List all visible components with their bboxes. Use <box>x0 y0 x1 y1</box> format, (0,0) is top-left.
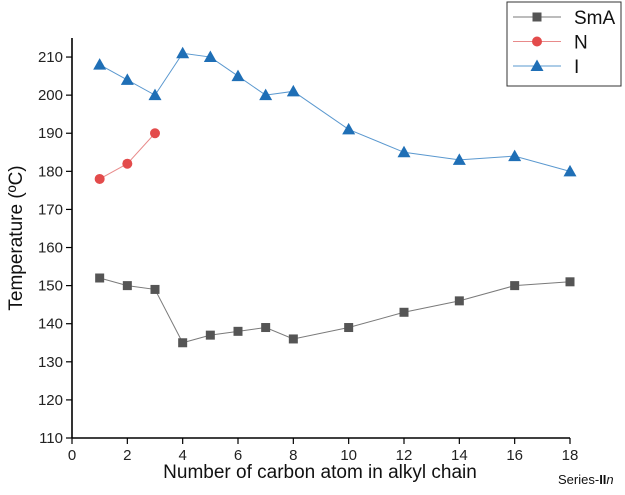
data-point <box>178 338 188 348</box>
data-point <box>454 296 464 306</box>
data-point <box>508 149 522 162</box>
y-tick-label: 180 <box>38 163 63 180</box>
y-tick-label: 140 <box>38 316 63 333</box>
legend-label: I <box>574 57 579 78</box>
legend: SmA NI <box>506 1 622 87</box>
x-tick-label: 8 <box>289 447 297 464</box>
series-annotation-bold: II <box>599 472 606 487</box>
data-point <box>93 58 107 70</box>
x-tick-label: 14 <box>451 447 468 464</box>
legend-marker <box>532 36 542 47</box>
series-i <box>93 46 577 177</box>
data-point <box>150 284 160 294</box>
y-tick-label: 150 <box>38 278 63 295</box>
x-tick-label: 2 <box>123 447 131 464</box>
legend-box <box>506 1 622 87</box>
x-tick-label: 0 <box>68 447 76 464</box>
y-tick-label: 120 <box>38 392 63 409</box>
series-annotation: Series-IIn <box>558 472 614 487</box>
x-tick-label: 6 <box>234 447 242 464</box>
y-tick-label: 130 <box>38 354 63 371</box>
data-point <box>150 128 160 139</box>
data-point <box>176 46 190 59</box>
data-point <box>397 145 411 158</box>
y-axis-title: Temperature (ºC) <box>6 165 27 310</box>
y-ticks: 110 120 130 140 150 160 170 180 190 200 210 <box>38 49 72 447</box>
series-line <box>99 277 571 344</box>
data-point <box>233 326 243 336</box>
x-ticks: 0 2 4 6 8 10 12 14 16 18 <box>68 438 579 464</box>
series-annotation-prefix: Series- <box>558 472 599 487</box>
data-point <box>399 307 409 317</box>
data-point <box>286 84 300 97</box>
legend-item-i: I <box>513 57 579 78</box>
data-point <box>563 164 577 177</box>
x-tick-label: 12 <box>396 447 413 464</box>
x-tick-label: 10 <box>340 447 357 464</box>
data-point <box>342 122 356 135</box>
data-point <box>452 153 466 165</box>
y-tick-label: 190 <box>38 125 63 142</box>
y-tick-label: 110 <box>39 430 63 447</box>
y-tick-label: 160 <box>38 240 63 257</box>
data-point <box>261 323 271 333</box>
data-point <box>122 281 132 291</box>
legend-marker <box>532 12 542 22</box>
data-point <box>122 158 133 169</box>
x-tick-label: 4 <box>178 447 186 464</box>
data-point <box>94 173 105 184</box>
series-n <box>94 128 160 184</box>
data-point <box>95 273 105 283</box>
y-tick-label: 200 <box>38 87 63 104</box>
legend-item-sma: SmA <box>513 8 616 29</box>
data-point <box>120 73 134 85</box>
data-point <box>259 88 273 101</box>
data-point <box>231 69 245 82</box>
series-line <box>99 132 156 180</box>
data-point <box>565 277 575 287</box>
data-point <box>288 334 298 344</box>
x-axis-title: Number of carbon atom in alkyl chain <box>163 462 477 483</box>
legend-label: SmA <box>574 8 616 29</box>
legend-marker <box>530 59 544 71</box>
x-tick-label: 18 <box>562 447 579 464</box>
data-point <box>344 323 354 333</box>
data-point <box>510 281 520 291</box>
data-point <box>205 330 215 340</box>
y-tick-label: 170 <box>38 201 63 218</box>
legend-label: N <box>574 33 588 54</box>
x-tick-label: 16 <box>506 447 523 464</box>
series-layer <box>93 46 577 348</box>
data-point <box>148 88 162 101</box>
series-annotation-italic: n <box>606 472 613 487</box>
series-sma <box>95 273 575 348</box>
data-point <box>203 50 217 63</box>
y-tick-label: 210 <box>38 49 63 66</box>
series-line <box>99 52 571 172</box>
legend-item-n: N <box>513 33 588 54</box>
